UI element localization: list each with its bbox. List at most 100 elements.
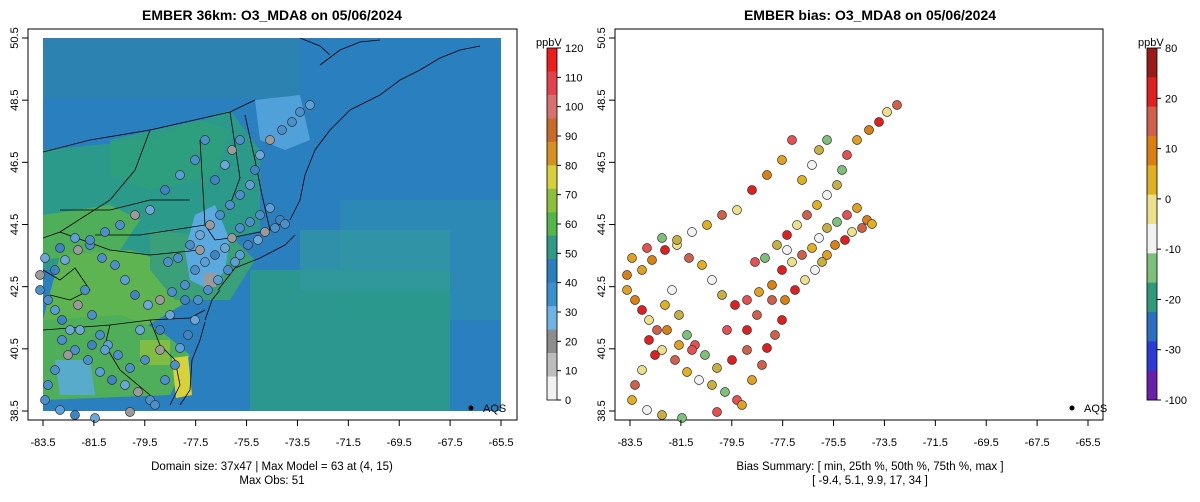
- colorbar-tick-label: -20: [1165, 294, 1181, 306]
- bias-station-marker: [817, 257, 827, 267]
- bias-station-marker: [790, 285, 800, 295]
- colorbar-tick-label: 110: [565, 72, 583, 84]
- bias-station-marker: [644, 315, 654, 325]
- bias-station-marker: [842, 150, 852, 160]
- bias-station-marker: [874, 117, 884, 127]
- left-colorbar-unit: ppbV: [536, 37, 562, 49]
- station-marker: [185, 240, 195, 250]
- station-marker: [203, 285, 213, 295]
- station-marker: [210, 250, 220, 260]
- y-tick-label: 44.5: [596, 214, 608, 235]
- x-tick-label: -73.5: [872, 437, 897, 449]
- station-marker: [57, 335, 67, 345]
- colorbar-tick-label: -30: [1165, 345, 1181, 357]
- station-marker: [145, 205, 155, 215]
- colorbar-tick-label: 10: [565, 366, 577, 378]
- colorbar-swatch: [1147, 282, 1157, 313]
- bias-station-marker: [657, 345, 667, 355]
- left-boundaries: [43, 38, 481, 406]
- station-marker: [305, 100, 315, 110]
- station-marker: [255, 210, 265, 220]
- colorbar-swatch: [1147, 312, 1157, 342]
- bias-station-marker: [674, 310, 684, 320]
- bias-station-marker: [647, 255, 657, 265]
- bias-station-marker: [830, 240, 840, 250]
- station-marker: [245, 180, 255, 190]
- colorbar-tick-label: 120: [565, 43, 583, 55]
- station-marker: [160, 375, 170, 385]
- station-marker: [225, 200, 235, 210]
- station-marker: [83, 355, 93, 365]
- left-aqs-label: AQS: [483, 403, 506, 415]
- bias-station-marker: [797, 250, 807, 260]
- colorbar-swatch: [1147, 224, 1157, 254]
- right-title: EMBER bias: O3_MDA8 on 05/06/2024: [744, 7, 996, 23]
- colorbar-swatch: [1147, 48, 1157, 78]
- right-aqs-label: AQS: [1084, 403, 1107, 415]
- station-marker: [277, 125, 287, 135]
- bias-station-marker: [807, 243, 817, 253]
- bias-station-marker: [787, 135, 797, 145]
- station-marker: [73, 245, 83, 255]
- bias-station-marker: [847, 227, 857, 237]
- station-marker: [50, 265, 60, 275]
- bias-station-marker: [814, 233, 824, 243]
- station-marker: [130, 210, 140, 220]
- bias-station-marker: [747, 185, 757, 195]
- colorbar-tick-label: 10: [1165, 144, 1177, 156]
- y-tick-label: 44.5: [9, 214, 21, 235]
- station-marker: [227, 233, 237, 243]
- station-marker: [165, 310, 175, 320]
- station-marker: [190, 265, 200, 275]
- station-marker: [250, 165, 260, 175]
- colorbar-tick-label: -10: [1165, 244, 1181, 256]
- bias-station-marker: [720, 387, 730, 397]
- station-marker: [167, 287, 177, 297]
- bias-station-marker: [637, 365, 647, 375]
- bias-station-marker: [652, 325, 662, 335]
- colorbar-swatch: [1147, 77, 1157, 108]
- station-marker: [215, 210, 225, 220]
- station-marker: [70, 410, 80, 420]
- bias-station-marker: [767, 295, 777, 305]
- bias-station-marker: [864, 125, 874, 135]
- right-colorbar-unit: ppbV: [1138, 37, 1164, 49]
- bias-station-marker: [682, 367, 692, 377]
- colorbar-tick-label: 90: [565, 131, 577, 143]
- station-marker: [190, 155, 200, 165]
- station-marker: [265, 135, 275, 145]
- bias-station-marker: [660, 300, 670, 310]
- station-marker: [155, 295, 165, 305]
- bias-station-marker: [644, 335, 654, 345]
- right-footer-bias-values: [ -9.4, 5.1, 9.9, 17, 34 ]: [812, 475, 928, 487]
- bias-station-marker: [670, 355, 680, 365]
- station-marker: [180, 295, 190, 305]
- station-marker: [195, 245, 205, 255]
- x-tick-label: -83.5: [617, 437, 642, 449]
- station-marker: [175, 170, 185, 180]
- colorbar-tick-label: 20: [565, 336, 577, 348]
- bias-station-marker: [780, 295, 790, 305]
- colorbar-swatch: [547, 71, 557, 96]
- bias-station-marker: [700, 350, 710, 360]
- colorbar-swatch: [547, 118, 557, 143]
- left-colorbar: 0 10 20 30 40 50 60 70 80 90 100 110 120: [546, 43, 583, 407]
- colorbar-tick-label: 40: [565, 278, 577, 290]
- bias-station-marker: [772, 240, 782, 250]
- bias-station-marker: [687, 345, 697, 355]
- bias-station-marker: [760, 253, 770, 263]
- bias-station-marker: [637, 265, 647, 275]
- station-marker: [50, 305, 60, 315]
- x-tick-label: -69.5: [974, 437, 999, 449]
- station-marker: [230, 257, 240, 267]
- colorbar-swatch: [1147, 370, 1157, 401]
- colorbar-tick-label: 80: [1165, 43, 1177, 55]
- right-stations: [622, 100, 902, 423]
- bias-station-marker: [662, 325, 672, 335]
- bias-station-marker: [810, 265, 820, 275]
- x-tick-label: -83.5: [30, 437, 55, 449]
- y-tick-label: 38.5: [596, 400, 608, 421]
- colorbar-swatch: [547, 259, 557, 284]
- bias-station-marker: [717, 290, 727, 300]
- y-tick-label: 40.5: [596, 338, 608, 359]
